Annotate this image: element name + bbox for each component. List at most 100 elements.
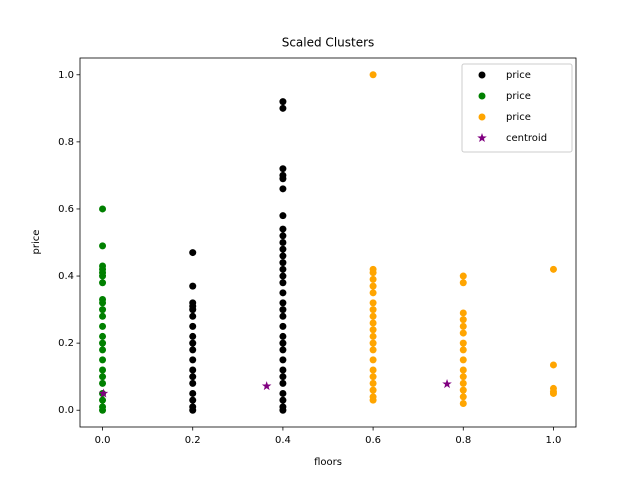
- point: [189, 379, 197, 387]
- point: [99, 242, 107, 250]
- point: [459, 386, 467, 394]
- point: [99, 332, 107, 340]
- point: [369, 386, 377, 394]
- point: [459, 316, 467, 324]
- point: [279, 232, 287, 240]
- point: [279, 406, 287, 414]
- x-tick-label: 0.2: [185, 435, 201, 446]
- y-axis-label: price: [31, 230, 42, 255]
- point: [369, 282, 377, 290]
- point: [459, 329, 467, 337]
- legend-marker: [478, 113, 486, 121]
- x-tick-label: 1.0: [546, 435, 562, 446]
- point: [279, 265, 287, 273]
- star-marker: [98, 388, 109, 398]
- y-tick-label: 0.2: [58, 338, 74, 349]
- point: [549, 265, 557, 273]
- point: [459, 346, 467, 354]
- legend-marker: [478, 92, 486, 100]
- point: [99, 205, 107, 213]
- point: [279, 225, 287, 233]
- star-marker: [261, 381, 272, 391]
- point: [189, 373, 197, 381]
- point: [459, 339, 467, 347]
- point: [369, 289, 377, 297]
- point: [459, 400, 467, 408]
- point: [99, 379, 107, 387]
- point: [459, 373, 467, 381]
- point: [189, 339, 197, 347]
- point: [459, 309, 467, 317]
- point: [189, 356, 197, 364]
- point: [279, 322, 287, 330]
- point: [99, 356, 107, 364]
- point: [99, 346, 107, 354]
- x-tick-label: 0.8: [455, 435, 471, 446]
- point: [189, 306, 197, 314]
- x-tick-label: 0.6: [365, 435, 381, 446]
- point: [369, 396, 377, 404]
- legend-label: centroid: [506, 133, 547, 144]
- point: [279, 98, 287, 106]
- star-marker: [442, 379, 452, 389]
- point: [279, 379, 287, 387]
- legend: price price price centroid: [461, 63, 573, 153]
- point: [279, 389, 287, 397]
- y-tick-label: 0.6: [58, 204, 74, 215]
- y-tick-label: 0.8: [58, 137, 74, 148]
- point: [189, 366, 197, 374]
- point: [279, 104, 287, 112]
- x-tick-label: 0.0: [95, 435, 111, 446]
- point: [279, 306, 287, 314]
- point: [459, 322, 467, 330]
- point: [549, 361, 557, 369]
- point: [369, 269, 377, 277]
- point: [279, 299, 287, 307]
- point: [279, 239, 287, 246]
- point: [279, 312, 287, 320]
- point: [99, 339, 107, 347]
- legend-box: [461, 63, 573, 153]
- point: [189, 389, 197, 397]
- point: [279, 212, 287, 220]
- point: [279, 366, 287, 374]
- point: [369, 366, 377, 374]
- legend-label: price: [506, 70, 531, 81]
- point: [99, 299, 107, 307]
- point: [369, 319, 377, 327]
- point: [99, 396, 107, 404]
- point: [369, 356, 377, 364]
- point: [279, 289, 287, 297]
- point: [279, 252, 287, 260]
- point: [99, 373, 107, 381]
- point: [279, 272, 287, 280]
- point: [189, 332, 197, 340]
- point: [279, 185, 287, 193]
- point: [99, 306, 107, 314]
- legend-label: price: [506, 91, 531, 102]
- point: [99, 272, 107, 280]
- point: [279, 356, 287, 364]
- point: [369, 299, 377, 307]
- y-tick-label: 1.0: [58, 70, 74, 81]
- point: [279, 175, 287, 183]
- point: [189, 312, 197, 320]
- point: [279, 346, 287, 354]
- point: [369, 71, 377, 79]
- point: [99, 406, 107, 414]
- point: [369, 306, 377, 314]
- legend-marker: [477, 133, 487, 143]
- point: [189, 396, 197, 404]
- point: [99, 322, 107, 330]
- point: [369, 346, 377, 354]
- chart-title: Scaled Clusters: [282, 36, 375, 50]
- y-tick-label: 0.0: [58, 405, 74, 416]
- y-tick-label: 0.4: [58, 271, 74, 282]
- point: [189, 346, 197, 354]
- point: [189, 322, 197, 330]
- point: [369, 332, 377, 340]
- point: [369, 312, 377, 320]
- point: [279, 332, 287, 340]
- axes-frame: [79, 57, 577, 428]
